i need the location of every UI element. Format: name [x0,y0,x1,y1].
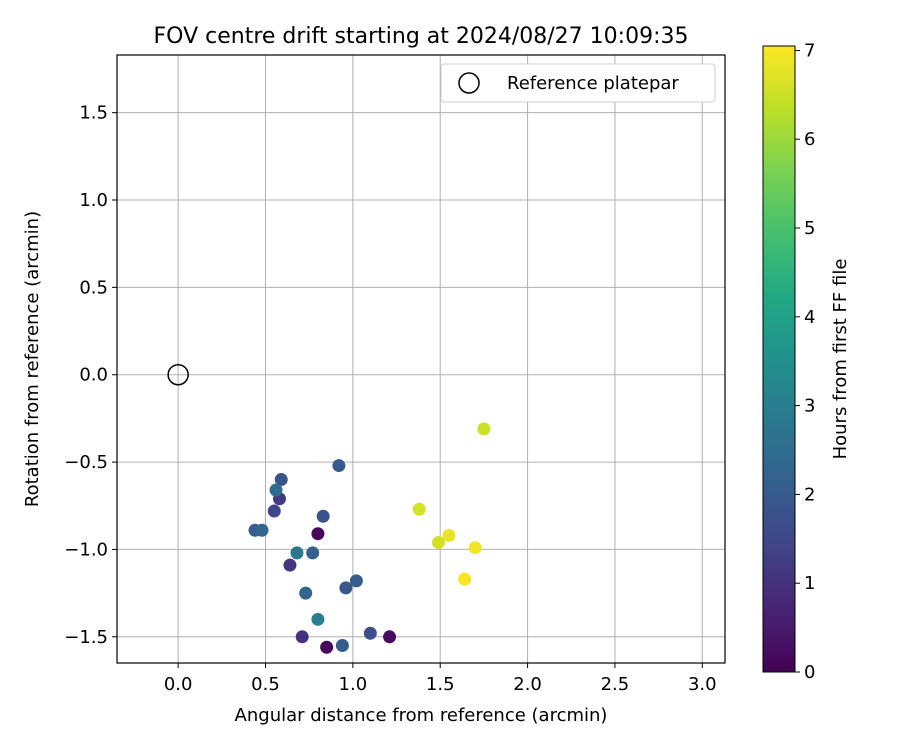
scatter-point [299,586,313,600]
colorbar-ticks: 0 1 2 3 4 5 6 7 [795,40,815,683]
legend-box [440,63,716,103]
chart-title: FOV centre drift starting at 2024/08/27 … [154,24,689,49]
scatter-point [458,572,472,586]
grid-lines [117,55,725,663]
legend-marker-reference [458,72,480,94]
scatter-point [316,509,330,523]
y-tick-label: 0.0 [79,365,108,386]
scatter-point [311,612,325,626]
y-tick-label: −1.5 [64,627,108,648]
plot-frame [116,54,726,664]
x-tick-label: 2.5 [601,674,630,695]
scatter-point [335,639,349,653]
x-axis-label: Angular distance from reference (arcmin) [235,705,608,726]
x-tick-label: 3.0 [688,674,717,695]
x-tick-label: 0.5 [251,674,280,695]
y-tick-label: 0.5 [79,277,108,298]
scatter-point [363,626,377,640]
scatter-point [269,483,283,497]
scatter-point [442,528,456,542]
y-axis-label: Rotation from reference (arcmin) [22,211,43,507]
x-tick-label: 1.5 [426,674,455,695]
colorbar-gradient [762,45,796,673]
scatter-point [306,546,320,560]
colorbar: 0 1 2 3 4 5 6 7 Hours from first FF file [762,40,851,683]
x-axis-ticks: 0.0 0.5 1.0 1.5 2.0 2.5 3.0 [164,663,717,695]
colorbar-tick-label: 7 [804,40,815,61]
x-tick-label: 2.0 [513,674,542,695]
colorbar-tick-label: 3 [804,396,815,417]
legend-label-reference: Reference platepar [507,73,679,94]
colorbar-tick-label: 5 [804,218,815,239]
scatter-point [383,630,397,644]
scatter-point [267,504,281,518]
scatter-point [468,541,482,555]
y-axis-ticks: −1.5 −1.0 −0.5 0.0 0.5 1.0 1.5 [64,103,117,648]
reference-marker-group [167,363,189,386]
colorbar-label: Hours from first FF file [830,259,851,460]
colorbar-tick-label: 4 [804,307,815,328]
reference-platepar-marker [167,363,189,386]
scatter-point [431,535,445,549]
scatter-point [477,422,491,436]
colorbar-tick-label: 2 [804,484,815,505]
scatter-point [274,473,288,487]
scatter-point [295,630,309,644]
y-tick-label: 1.0 [79,190,108,211]
scatter-point [255,523,269,537]
scatter-point [320,640,334,654]
y-tick-label: 1.5 [79,103,108,124]
scatter-point [332,459,346,473]
scatter-point [283,558,297,572]
y-tick-label: −1.0 [64,539,108,560]
colorbar-tick-label: 1 [804,573,815,594]
scatter-point [290,546,304,560]
legend: Reference platepar [440,63,716,103]
scatter-point [412,502,426,516]
scatter-point [339,581,353,595]
data-points [248,422,491,654]
scatter-point [311,527,325,541]
colorbar-tick-label: 0 [804,662,815,683]
y-tick-label: −0.5 [64,452,108,473]
colorbar-tick-label: 6 [804,129,815,150]
x-tick-label: 0.0 [164,674,193,695]
scatter-point [349,574,363,588]
x-tick-label: 1.0 [339,674,368,695]
